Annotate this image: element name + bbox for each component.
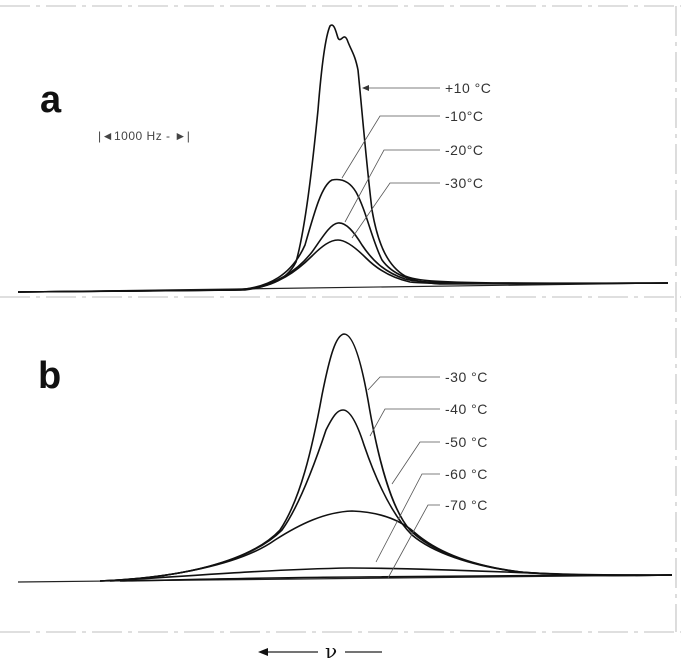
temp-label-a-minus20: -20°C — [445, 142, 483, 158]
leader-a-minus20 — [344, 149, 440, 223]
temp-label-b-minus70: -70 °C — [445, 497, 488, 513]
x-axis-label: ν — [325, 639, 337, 662]
spectrum-a-minus20 — [17, 222, 669, 293]
spectrum-b-minus70 — [119, 574, 672, 582]
x-axis-indicator: ν — [258, 639, 382, 662]
spectrum-b-minus40 — [99, 409, 673, 582]
temp-label-a-minus30: -30°C — [445, 175, 483, 191]
spectrum-a-plus10 — [17, 24, 669, 293]
temp-label-b-minus50: -50 °C — [445, 434, 488, 450]
spectrum-a-minus10 — [17, 178, 669, 293]
panel-b-label: b — [38, 355, 61, 397]
spectrum-a-minus30 — [17, 239, 669, 293]
panel-a: a |◄1000 Hz - ►| +10 °C -10°C -20°C -30°… — [17, 24, 669, 293]
leader-b-minus70 — [387, 504, 440, 579]
panel-b: b -30 °C -40 °C -50 °C -60 °C -70 °C — [17, 333, 673, 583]
leader-b-minus50 — [391, 441, 440, 485]
leader-b-minus40 — [369, 408, 440, 437]
panel-a-label: a — [40, 79, 62, 121]
temp-label-b-minus30: -30 °C — [445, 369, 488, 385]
spectrum-b-minus30 — [99, 333, 673, 582]
spectrum-b-minus50 — [99, 510, 673, 582]
leader-b-minus30 — [367, 376, 440, 391]
leader-a-minus30 — [351, 182, 440, 239]
temp-label-b-minus40: -40 °C — [445, 401, 488, 417]
arrow-a-plus10 — [362, 85, 369, 91]
leader-b-minus60 — [375, 473, 440, 563]
temp-label-b-minus60: -60 °C — [445, 466, 488, 482]
temp-label-a-plus10: +10 °C — [445, 80, 491, 96]
temp-label-a-minus10: -10°C — [445, 108, 483, 124]
leader-a-minus10 — [341, 115, 440, 179]
x-axis-arrow-head — [258, 648, 268, 656]
scale-bar-label: |◄1000 Hz - ►| — [98, 129, 190, 143]
